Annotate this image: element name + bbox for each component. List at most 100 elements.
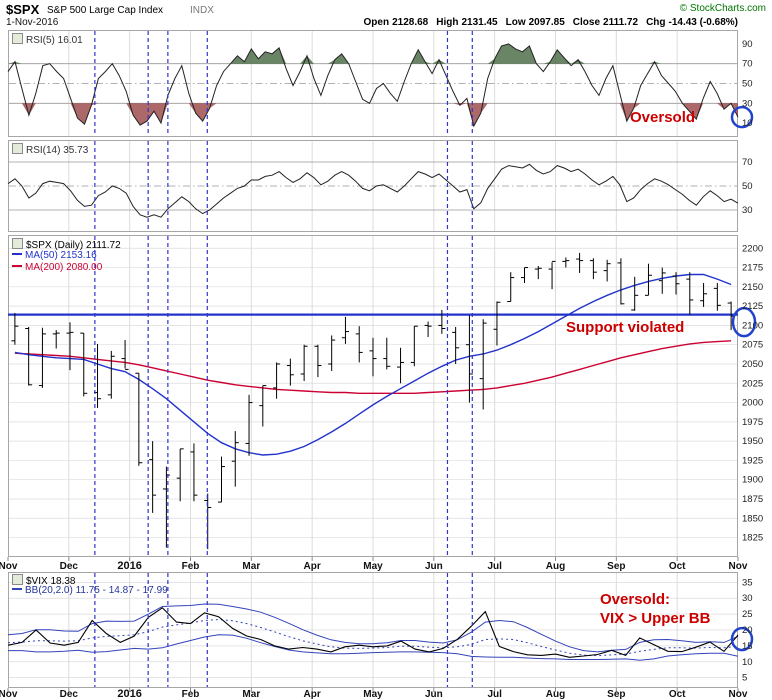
svg-text:2016: 2016 [117,560,141,572]
svg-text:May: May [363,689,383,700]
svg-text:May: May [363,561,383,572]
vix-oversold-line2: VIX > Upper BB [600,610,711,627]
vix-oversold-annotation: Oversold: VIX > Upper BB [600,590,710,628]
svg-text:2200: 2200 [742,243,763,254]
price-label-row: $SPX (Daily) 2111.72 [12,238,121,251]
rsi5-label-row: RSI(5) 16.01 [12,33,83,46]
svg-text:30: 30 [742,205,753,216]
svg-text:Jul: Jul [487,689,502,700]
svg-text:25: 25 [742,609,753,620]
vix-label: $VIX 18.38 [26,576,76,587]
price-plot: 2200 2175 2150 2125 2100 2075 2050 2025 2000 1975… [8,235,763,557]
ma200-line-icon [12,265,22,267]
svg-text:Nov: Nov [729,561,748,572]
svg-text:Jul: Jul [487,561,502,572]
indicator-icon [12,574,23,585]
indicator-icon [12,238,23,249]
svg-text:2016: 2016 [117,688,141,700]
quote-line: Open 2128.68 High 2131.45 Low 2097.85 Close 211… [356,17,738,28]
low-value: 2097.85 [528,17,565,28]
svg-text:70: 70 [742,157,753,168]
svg-text:35: 35 [742,577,753,588]
svg-text:20: 20 [742,625,753,636]
svg-text:1900: 1900 [742,475,763,486]
svg-text:Dec: Dec [60,689,79,700]
vix-plot: 35 30 25 20 15 10 5 [7,572,754,688]
month-axis-top-plot: Nov Dec 2016 Feb Mar Apr May Jun Jul Aug Sep Oct Nov [0,557,748,572]
low-label: Low [505,17,526,28]
symbol: $SPX [6,2,40,17]
svg-text:Oct: Oct [669,689,686,700]
svg-text:30: 30 [742,593,753,604]
indicator-icon [12,33,23,44]
svg-text:2100: 2100 [742,320,763,331]
bb-label: BB(20,2.0) 11.75 - 14.87 - 17.99 [25,585,168,596]
vix-panel: 35 30 25 20 15 10 5 $VIX 18.38 BB(20,2.0) 11.7… [0,572,772,688]
symbol-name: S&P 500 Large Cap Index [47,5,164,16]
svg-text:1950: 1950 [742,436,763,447]
svg-text:Aug: Aug [546,561,565,572]
ma200-label-row: MA(200) 2080.00 [12,262,102,273]
svg-text:Feb: Feb [182,561,200,572]
vix-label-row: $VIX 18.38 [12,574,75,587]
svg-text:Jun: Jun [425,689,443,700]
svg-text:2000: 2000 [742,398,763,409]
indicator-icon [12,143,23,154]
svg-text:5: 5 [742,673,747,684]
svg-text:1975: 1975 [742,417,763,428]
month-axis-top: Nov Dec 2016 Feb Mar Apr May Jun Jul Aug Sep Oct Nov [0,557,772,572]
change-label: Chg [646,17,666,28]
exchange-label: INDX [190,5,214,16]
svg-text:Sep: Sep [607,561,625,572]
rsi14-label: RSI(14) 35.73 [26,145,89,156]
svg-text:Apr: Apr [304,561,321,572]
svg-text:Nov: Nov [729,689,748,700]
vix-oversold-line1: Oversold: [600,591,671,608]
high-label: High [436,17,459,28]
svg-text:2150: 2150 [742,282,763,293]
rsi5-plot: 90 70 50 30 10 [7,30,754,137]
svg-text:Jun: Jun [425,561,443,572]
svg-text:Oct: Oct [669,561,686,572]
price-panel: 2200 2175 2150 2125 2100 2075 2050 2025 2000 1975… [0,235,772,557]
ma50-line-icon [12,253,22,255]
svg-text:15: 15 [742,641,753,652]
bb-label-row: BB(20,2.0) 11.75 - 14.87 - 17.99 [12,585,168,596]
ma200-label: MA(200) 2080.00 [25,262,103,273]
svg-text:90: 90 [742,39,753,50]
svg-text:2075: 2075 [742,340,763,351]
rsi14-label-row: RSI(14) 35.73 [12,143,88,156]
svg-text:Mar: Mar [242,689,260,700]
open-value: 2128.68 [392,17,429,28]
svg-text:Aug: Aug [546,689,565,700]
svg-text:1850: 1850 [742,513,763,524]
svg-text:30: 30 [742,98,753,109]
rsi5-panel: 90 70 50 30 10 RSI(5) 16.01 Oversold [0,30,772,137]
ma50-label: MA(50) 2153.16 [25,250,97,261]
close-label: Close [572,17,601,28]
svg-text:Mar: Mar [242,561,260,572]
svg-text:50: 50 [742,79,753,90]
svg-text:2025: 2025 [742,378,763,389]
rsi14-panel: 70 50 30 RSI(14) 35.73 [0,140,772,232]
rsi5-label: RSI(5) 16.01 [26,35,83,46]
ma50-label-row: MA(50) 2153.16 [12,250,97,261]
support-violated-annotation: Support violated [566,319,685,336]
svg-text:2125: 2125 [742,301,763,312]
open-label: Open [363,17,390,28]
svg-text:10: 10 [742,657,753,668]
high-value: 2131.45 [461,17,498,28]
svg-text:1925: 1925 [742,455,763,466]
svg-text:1825: 1825 [742,533,763,544]
change-value: -14.43 (-0.68%) [668,17,738,28]
chart-date: 1-Nov-2016 [6,17,59,28]
svg-text:2050: 2050 [742,359,763,370]
svg-text:50: 50 [742,181,753,192]
price-label: $SPX (Daily) 2111.72 [26,240,121,251]
svg-text:2175: 2175 [742,263,763,274]
month-axis-bottom-plot: Nov Dec 2016 Feb Mar Apr May Jun Jul Aug Sep Oct Nov [0,688,748,700]
svg-text:Nov: Nov [0,561,18,572]
svg-text:Apr: Apr [304,689,321,700]
svg-text:Dec: Dec [60,561,79,572]
